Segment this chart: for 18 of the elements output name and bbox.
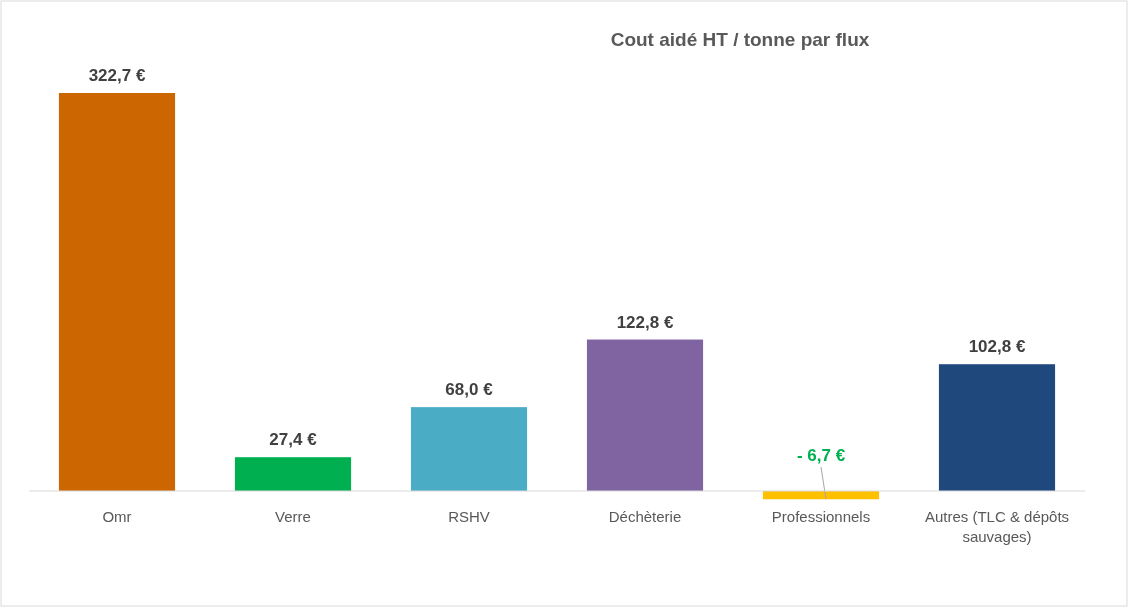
x-tick-label: Autres (TLC & dépôts sauvages) <box>924 508 1070 545</box>
x-tick-label: Déchèterie <box>608 508 682 525</box>
bar <box>938 364 1056 491</box>
x-tick-label: RSHV <box>448 508 490 525</box>
x-tick-label: Verre <box>275 508 311 525</box>
data-label: 322,7 € <box>88 66 146 85</box>
bar <box>58 93 176 491</box>
data-label: 102,8 € <box>968 337 1026 357</box>
data-label: 27,4 € <box>269 430 318 450</box>
data-label: 122,8 € <box>616 312 674 332</box>
bar <box>586 339 704 491</box>
x-tick-label: Omr <box>102 508 132 525</box>
bar <box>234 457 352 491</box>
chart-title: Cout aidé HT / tonne par flux <box>610 29 870 50</box>
data-label: - 6,7 € <box>796 446 846 465</box>
bar <box>410 407 528 491</box>
x-tick-label: Professionnels <box>771 508 871 525</box>
data-label: 68,0 € <box>445 380 494 400</box>
